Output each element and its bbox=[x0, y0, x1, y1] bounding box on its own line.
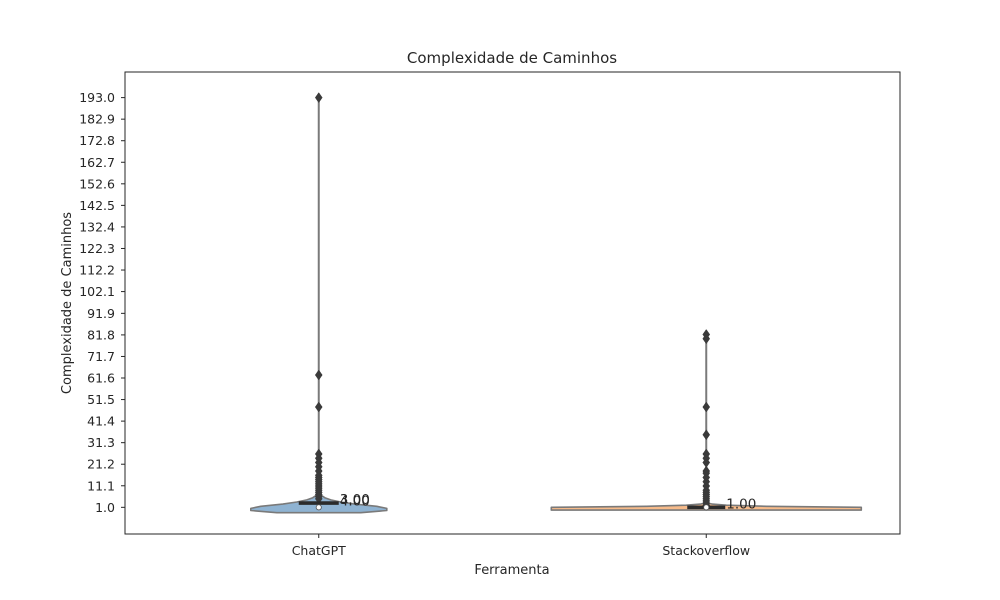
median-bar-chatgpt bbox=[298, 501, 339, 505]
y-axis-label: Complexidade de Caminhos bbox=[60, 212, 75, 394]
outlier-point bbox=[314, 401, 323, 413]
y-tick-label: 81.8 bbox=[87, 327, 115, 342]
y-tick-label: 172.8 bbox=[79, 133, 115, 148]
plot-frame bbox=[124, 71, 901, 535]
x-tick-label: ChatGPT bbox=[292, 543, 346, 558]
y-tick-label: 91.9 bbox=[87, 306, 115, 321]
y-tick-label: 11.1 bbox=[87, 478, 115, 493]
median-annotation: 3.00 bbox=[340, 492, 370, 508]
median-annotation: 4.00 bbox=[340, 494, 370, 510]
median-annotation: 1.00 bbox=[726, 496, 756, 512]
y-tick-label: 162.7 bbox=[79, 155, 115, 170]
y-tick-label: 193.0 bbox=[79, 90, 115, 105]
y-tick-label: 102.1 bbox=[79, 284, 115, 299]
outlier-point bbox=[314, 92, 323, 104]
y-tick-label: 71.7 bbox=[87, 349, 115, 364]
plot-layer: 3.004.00 1.00 bbox=[250, 92, 863, 514]
outlier-point bbox=[702, 333, 711, 345]
y-tick-label: 61.6 bbox=[87, 371, 115, 386]
outlier-point bbox=[702, 429, 711, 441]
y-tick-label: 51.5 bbox=[87, 392, 115, 407]
y-tick-label: 132.4 bbox=[79, 219, 115, 234]
y-tick-label: 21.2 bbox=[87, 457, 115, 472]
y-tick-label: 112.2 bbox=[79, 263, 115, 278]
y-tick-label: 31.3 bbox=[87, 435, 115, 450]
y-tick-label: 1.0 bbox=[95, 500, 115, 515]
median-dot bbox=[315, 504, 322, 511]
y-tick-label: 142.5 bbox=[79, 198, 115, 213]
median-dot bbox=[703, 504, 710, 511]
tick-layer: 1.0 11.1 21.2 31.3 41.4 51.5 61.6 71.7 81.8 91.9 1… bbox=[79, 90, 750, 558]
chart-title: Complexidade de Caminhos bbox=[407, 49, 617, 67]
y-tick-label: 41.4 bbox=[87, 414, 115, 429]
outlier-point bbox=[314, 369, 323, 381]
x-tick-label: Stackoverflow bbox=[662, 543, 750, 558]
outlier-point bbox=[702, 401, 711, 413]
y-tick-label: 122.3 bbox=[79, 241, 115, 256]
y-tick-label: 152.6 bbox=[79, 176, 115, 191]
x-axis-label: Ferramenta bbox=[474, 563, 549, 578]
y-tick-label: 182.9 bbox=[79, 112, 115, 127]
